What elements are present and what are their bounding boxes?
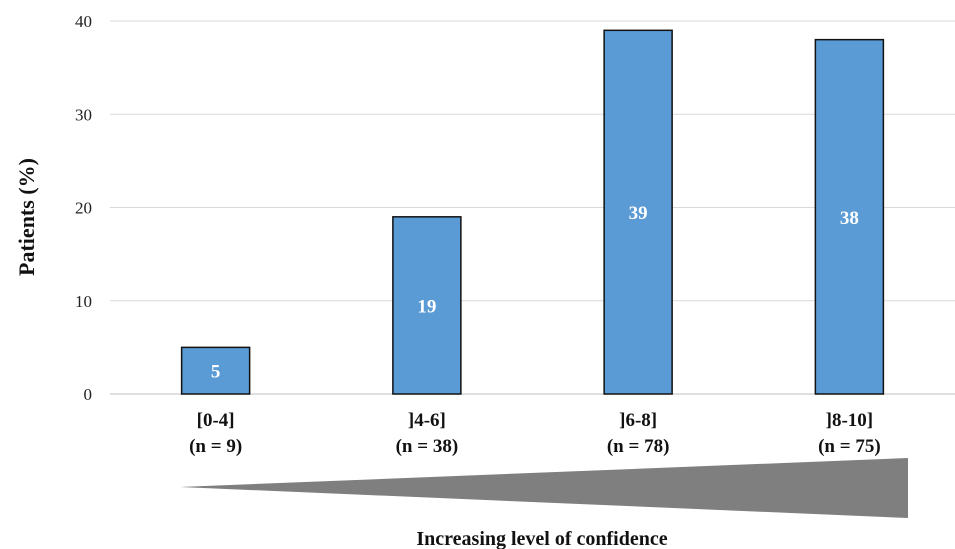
bar — [814, 38, 885, 395]
category-label: ]8-10] — [826, 410, 873, 431]
y-tick-label: 20 — [75, 199, 92, 218]
data-label: 19 — [417, 296, 436, 317]
y-tick-label: 0 — [84, 385, 93, 404]
y-tick-label: 30 — [75, 105, 92, 124]
y-axis-ticks: 0 10 20 30 40 — [75, 12, 92, 404]
category-label: [0-4] — [197, 410, 235, 431]
bar — [603, 29, 673, 395]
category-count-label: (n = 75) — [818, 436, 881, 457]
category-label: ]4-6] — [408, 410, 446, 431]
data-label: 38 — [840, 208, 859, 229]
data-labels: 5 19 39 38 — [211, 203, 859, 383]
bar — [180, 346, 251, 395]
x-axis-title: Increasing level of confidence — [416, 528, 667, 549]
y-axis-title: Patients (%) — [14, 158, 39, 276]
category-count-label: (n = 38) — [396, 436, 459, 457]
data-label: 39 — [629, 203, 648, 224]
bars — [180, 29, 885, 395]
gridlines — [110, 20, 955, 302]
category-count-label: (n = 9) — [189, 436, 242, 457]
category-count-label: (n = 78) — [607, 436, 670, 457]
data-label: 5 — [211, 362, 221, 383]
category-labels: [0-4] (n = 9) ]4-6] (n = 38) ]6-8] (n = 78) ]8… — [189, 410, 881, 457]
y-tick-label: 10 — [75, 292, 92, 311]
category-label: ]6-8] — [619, 410, 657, 431]
confidence-wedge — [180, 458, 908, 518]
bar — [392, 216, 462, 395]
y-tick-label: 40 — [75, 12, 92, 31]
